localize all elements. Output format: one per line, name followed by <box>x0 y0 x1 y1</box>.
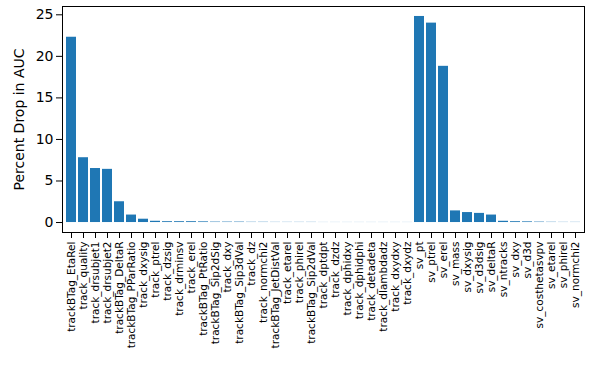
svg-text:track_dxydz: track_dxydz <box>400 241 413 305</box>
svg-text:track_phirel: track_phirel <box>292 241 305 304</box>
svg-text:track_dphidphi: track_dphidphi <box>352 241 365 320</box>
svg-text:track_dxysig: track_dxysig <box>136 241 149 308</box>
svg-text:trackBTag_PtRatio: trackBTag_PtRatio <box>196 241 209 336</box>
svg-text:trackBTag_Sip2dSig: trackBTag_Sip2dSig <box>208 241 221 345</box>
svg-text:trackBTag_DeltaR: trackBTag_DeltaR <box>112 241 125 334</box>
svg-text:trackBTag_Sip3dVal: trackBTag_Sip3dVal <box>232 241 245 344</box>
svg-text:sv_mass: sv_mass <box>448 241 461 286</box>
svg-text:track_dlambdadz: track_dlambdadz <box>376 241 389 332</box>
svg-text:track_dxy: track_dxy <box>220 241 233 293</box>
svg-text:sv_ntracks: sv_ntracks <box>496 241 509 298</box>
svg-text:track_normchi2: track_normchi2 <box>256 241 269 323</box>
svg-text:trackBTag_Sip2dVal: trackBTag_Sip2dVal <box>304 241 317 344</box>
svg-text:sv_normchi2: sv_normchi2 <box>569 242 582 308</box>
svg-text:sv_d3d: sv_d3d <box>520 241 533 279</box>
svg-text:sv_pt: sv_pt <box>412 241 425 270</box>
svg-text:10: 10 <box>36 131 54 147</box>
svg-text:track_quality: track_quality <box>76 241 89 310</box>
svg-text:sv_ptrel: sv_ptrel <box>424 241 437 283</box>
svg-text:track_erel: track_erel <box>184 241 197 294</box>
svg-text:25: 25 <box>36 6 54 22</box>
svg-text:sv_d3dsig: sv_d3dsig <box>472 241 485 294</box>
svg-text:sv_phirel: sv_phirel <box>556 241 569 289</box>
svg-text:sv_erel: sv_erel <box>436 241 449 279</box>
svg-text:track_etarel: track_etarel <box>280 241 293 304</box>
svg-text:track_drminsv: track_drminsv <box>172 241 185 316</box>
svg-text:trackBTag_PParRatio: trackBTag_PParRatio <box>124 241 137 349</box>
svg-text:trackBTag_JetDistVal: trackBTag_JetDistVal <box>268 241 281 349</box>
svg-text:20: 20 <box>36 48 54 64</box>
svg-text:sv_dxysig: sv_dxysig <box>460 241 473 293</box>
svg-text:sv_etarel: sv_etarel <box>544 241 557 289</box>
svg-text:0: 0 <box>45 214 54 230</box>
svg-text:trackBTag_EtaRel: trackBTag_EtaRel <box>64 241 77 332</box>
svg-text:15: 15 <box>36 89 54 105</box>
svg-text:5: 5 <box>45 172 54 188</box>
svg-text:track_drsubjet2: track_drsubjet2 <box>100 241 113 324</box>
svg-text:sv_deltaR: sv_deltaR <box>484 241 497 293</box>
svg-text:track_dxydxy: track_dxydxy <box>388 241 401 312</box>
svg-text:track_dphidxy: track_dphidxy <box>340 241 353 316</box>
svg-text:track_dzsig: track_dzsig <box>160 241 173 301</box>
svg-text:track_dzdz: track_dzdz <box>328 241 341 298</box>
svg-text:track_dptdpt: track_dptdpt <box>316 241 329 309</box>
svg-text:track_ptrel: track_ptrel <box>148 241 161 298</box>
svg-text:sv_costhetasvpv: sv_costhetasvpv <box>532 241 545 329</box>
svg-text:track_dz: track_dz <box>244 241 257 286</box>
svg-text:track_drsubjet1: track_drsubjet1 <box>88 241 101 324</box>
svg-text:sv_dxy: sv_dxy <box>508 241 521 278</box>
svg-text:track_detadeta: track_detadeta <box>364 241 377 321</box>
svg-text:Percent Drop in AUC: Percent Drop in AUC <box>11 48 27 190</box>
